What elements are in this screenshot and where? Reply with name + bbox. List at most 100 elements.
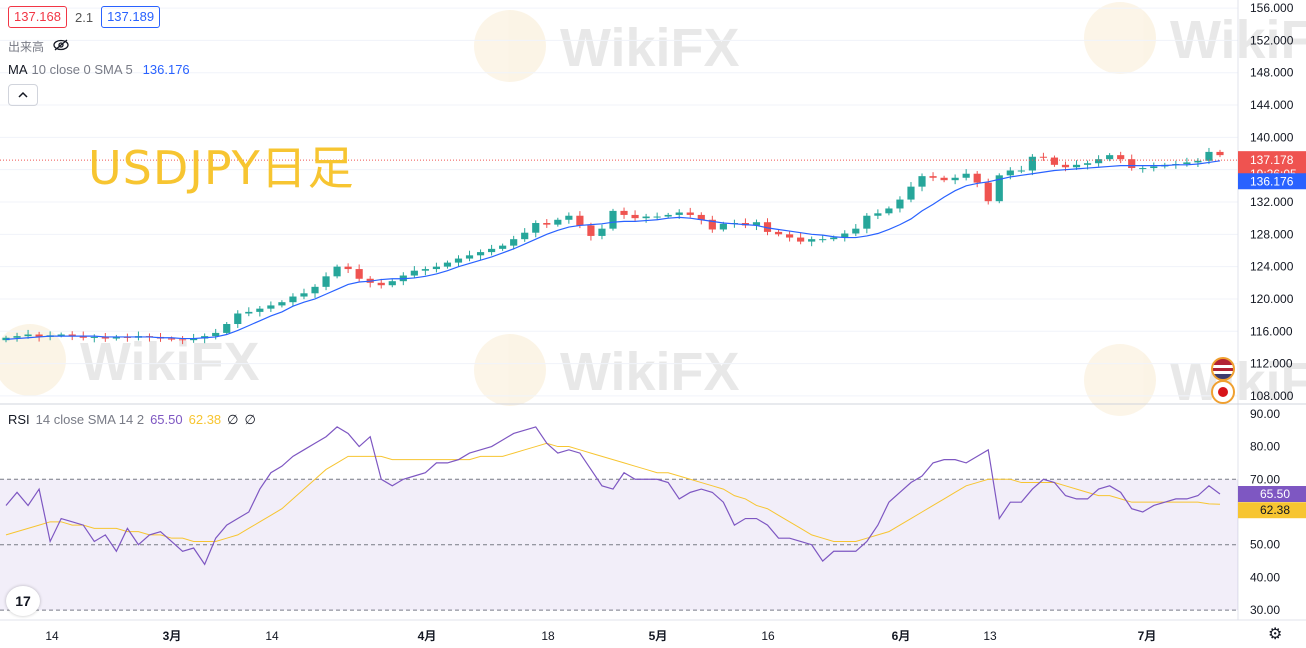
candle bbox=[598, 228, 606, 236]
candle bbox=[344, 266, 352, 270]
rsi-sma-line bbox=[5, 442, 1221, 542]
y-tick-label: 128.000 bbox=[1250, 227, 1294, 241]
candle bbox=[973, 173, 981, 183]
candle bbox=[1050, 157, 1059, 165]
watermark-logo-icon bbox=[0, 324, 66, 396]
candle bbox=[686, 212, 694, 215]
candle bbox=[499, 245, 507, 249]
candle bbox=[719, 223, 727, 230]
candle bbox=[476, 252, 485, 256]
candle bbox=[79, 336, 87, 338]
rsi-legend[interactable]: RSI 14 close SMA 14 2 65.50 62.38 ∅ ∅ bbox=[8, 412, 256, 428]
rsi-value-label: 65.50 bbox=[1260, 487, 1290, 501]
y-tick-label: 148.000 bbox=[1250, 66, 1294, 80]
y-tick-label: 124.000 bbox=[1250, 260, 1294, 274]
candle bbox=[465, 255, 474, 259]
candle bbox=[565, 215, 573, 220]
candle bbox=[962, 173, 970, 178]
candle bbox=[1039, 156, 1048, 158]
candle bbox=[1083, 163, 1092, 165]
ma-params: 10 close 0 SMA 5 bbox=[31, 62, 133, 77]
candle bbox=[245, 311, 253, 314]
candle bbox=[1183, 162, 1191, 165]
candle bbox=[863, 215, 871, 229]
bid-price[interactable]: 137.168 bbox=[8, 6, 67, 28]
candle bbox=[432, 266, 441, 270]
watermark-logo-icon bbox=[1084, 2, 1156, 74]
candle bbox=[234, 313, 242, 325]
x-tick-label: 16 bbox=[761, 629, 775, 643]
rsi-y-tick-label: 40.00 bbox=[1250, 570, 1280, 584]
candle bbox=[841, 233, 849, 238]
y-tick-label: 108.000 bbox=[1250, 389, 1294, 403]
eye-slash-icon[interactable] bbox=[52, 39, 70, 54]
y-tick-label: 140.000 bbox=[1250, 130, 1294, 144]
candle bbox=[57, 334, 65, 336]
us-flag-icon[interactable] bbox=[1211, 357, 1235, 381]
candle bbox=[311, 286, 319, 294]
rsi-sma-label: 62.38 bbox=[1260, 503, 1290, 517]
candle bbox=[443, 262, 452, 267]
candle bbox=[112, 336, 120, 339]
candle bbox=[212, 332, 220, 337]
candle bbox=[852, 228, 860, 234]
candle bbox=[752, 222, 761, 226]
candle bbox=[1106, 155, 1114, 160]
candle bbox=[830, 237, 838, 240]
candle bbox=[785, 234, 794, 238]
candle bbox=[454, 258, 463, 263]
y-tick-label: 120.000 bbox=[1250, 292, 1294, 306]
candle bbox=[190, 338, 198, 341]
candle bbox=[543, 223, 551, 225]
candle bbox=[874, 213, 882, 216]
ma-price-label: 136.176 bbox=[1250, 174, 1294, 188]
candle bbox=[885, 208, 893, 214]
candle bbox=[410, 270, 418, 276]
jp-flag-icon[interactable] bbox=[1211, 380, 1235, 404]
ask-price[interactable]: 137.189 bbox=[101, 6, 161, 28]
candle bbox=[1006, 170, 1014, 176]
ma-legend[interactable]: MA 10 close 0 SMA 5 136.176 bbox=[8, 62, 190, 77]
candle bbox=[576, 215, 584, 226]
spread-value: 2.1 bbox=[75, 9, 94, 25]
rsi-y-tick-label: 90.00 bbox=[1250, 407, 1280, 421]
candle bbox=[1139, 168, 1147, 170]
volume-label: 出来高 bbox=[8, 40, 45, 54]
gear-icon[interactable]: ⚙ bbox=[1268, 626, 1283, 643]
candle bbox=[1095, 159, 1103, 164]
rsi-value: 65.50 bbox=[150, 412, 183, 427]
candle bbox=[819, 239, 827, 241]
chevron-up-icon[interactable] bbox=[8, 84, 38, 106]
candle bbox=[101, 336, 109, 339]
candle bbox=[675, 212, 683, 215]
candle bbox=[907, 186, 915, 200]
candle bbox=[256, 308, 264, 312]
candle bbox=[664, 214, 672, 217]
candle bbox=[1194, 160, 1202, 163]
candle bbox=[609, 210, 617, 229]
candle bbox=[532, 223, 540, 233]
rsi-name: RSI bbox=[8, 412, 30, 427]
candle bbox=[421, 269, 429, 271]
quote-bar: 137.168 2.1 137.189 bbox=[8, 6, 161, 28]
x-tick-label: 14 bbox=[265, 629, 279, 643]
candle bbox=[35, 334, 43, 337]
y-tick-label: 132.000 bbox=[1250, 195, 1294, 209]
watermark-logo-icon bbox=[474, 10, 546, 82]
candle bbox=[488, 248, 496, 253]
candle bbox=[918, 176, 926, 187]
tradingview-logo-icon[interactable]: 17 bbox=[6, 586, 40, 616]
candle bbox=[521, 232, 529, 240]
candle bbox=[267, 305, 275, 309]
candle bbox=[178, 339, 187, 341]
candle bbox=[167, 338, 176, 340]
candle bbox=[278, 302, 286, 306]
candle bbox=[1117, 155, 1125, 160]
candle bbox=[1128, 159, 1136, 169]
y-tick-label: 112.000 bbox=[1250, 357, 1293, 371]
volume-legend: 出来高 bbox=[8, 38, 70, 55]
y-tick-label: 116.000 bbox=[1250, 324, 1293, 338]
rsi-params: 14 close SMA 14 2 bbox=[35, 412, 145, 427]
x-tick-label: 7月 bbox=[1138, 629, 1157, 643]
